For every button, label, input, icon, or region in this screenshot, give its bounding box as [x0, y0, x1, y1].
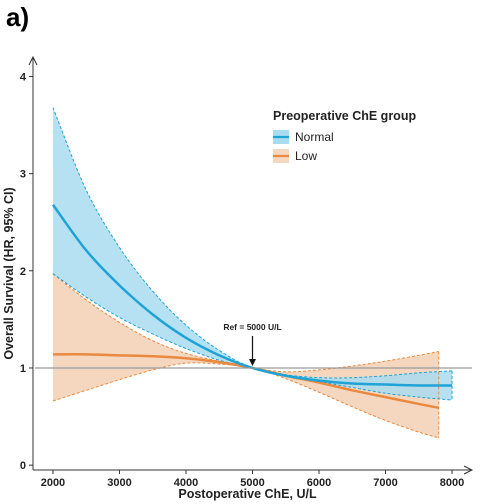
- y-tick-label: 2: [20, 266, 26, 278]
- axes: 0 1 2 3 4 2000 3000 4000 5000 6000 7000 8000: [20, 55, 474, 489]
- y-axis-arrow: [28, 55, 38, 66]
- x-tick-label: 6000: [307, 477, 331, 489]
- x-tick-label: 4000: [174, 477, 198, 489]
- y-axis-label: Overall Survival (HR, 95% CI): [2, 187, 16, 359]
- legend-title: Preoperative ChE group: [273, 109, 416, 123]
- x-tick-label: 2000: [41, 477, 65, 489]
- annotation-label: Ref = 5000 U/L: [223, 322, 281, 332]
- x-tick-label: 7000: [373, 477, 397, 489]
- ci-band-normal: [52, 107, 453, 401]
- legend: Preoperative ChE group Normal Low: [273, 109, 416, 163]
- x-tick-label: 8000: [440, 477, 464, 489]
- y-tick-label: 0: [20, 460, 26, 472]
- x-axis-label: Postoperative ChE, U/L: [178, 487, 317, 501]
- ci-band-low: [52, 273, 439, 438]
- ci-bands: [52, 107, 453, 439]
- x-tick-label: 3000: [107, 477, 131, 489]
- x-axis-arrow: [463, 465, 474, 475]
- y-tick-label: 4: [20, 71, 27, 83]
- annotation: Ref = 5000 U/L: [223, 322, 282, 366]
- y-tick-label: 1: [20, 363, 26, 375]
- y-tick-label: 3: [20, 169, 26, 181]
- ci-upper-low: [52, 273, 439, 373]
- annotation-arrow-head: [249, 358, 256, 366]
- legend-label-low: Low: [295, 149, 317, 163]
- legend-label-normal: Normal: [295, 130, 334, 144]
- x-tick-label: 5000: [240, 477, 264, 489]
- panel-label: a): [6, 2, 30, 32]
